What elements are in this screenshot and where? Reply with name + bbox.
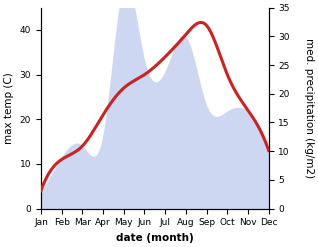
Y-axis label: med. precipitation (kg/m2): med. precipitation (kg/m2) [304,38,314,178]
X-axis label: date (month): date (month) [116,233,194,243]
Y-axis label: max temp (C): max temp (C) [4,72,14,144]
